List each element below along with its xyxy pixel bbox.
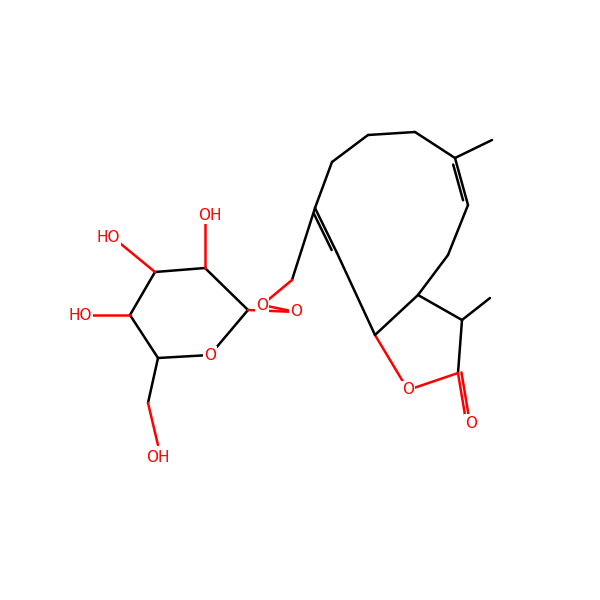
Text: O: O — [290, 304, 302, 319]
Text: HO: HO — [68, 307, 92, 323]
Text: O: O — [256, 298, 268, 313]
Text: OH: OH — [198, 208, 222, 223]
Text: O: O — [402, 383, 414, 397]
Text: HO: HO — [96, 229, 120, 245]
Text: O: O — [204, 347, 216, 362]
Text: OH: OH — [146, 449, 170, 464]
Text: O: O — [465, 415, 477, 431]
